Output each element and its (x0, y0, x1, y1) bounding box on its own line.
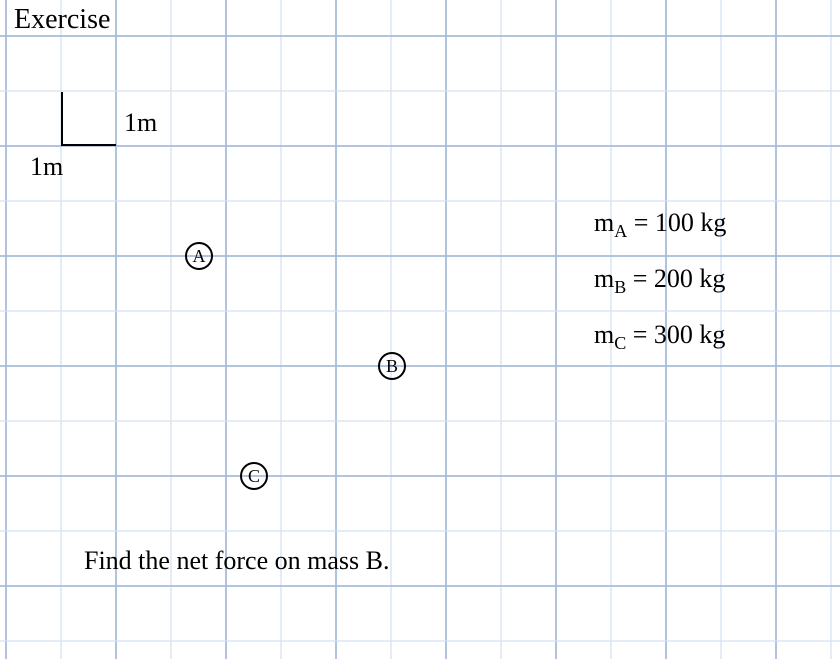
mass-point-c: C (240, 462, 268, 490)
mass-value-b: mB = 200 kg (594, 264, 725, 298)
instruction-text: Find the net force on mass B. (84, 546, 389, 576)
mass-subscript: B (614, 277, 626, 297)
mass-equals-value: = 200 kg (626, 264, 725, 293)
mass-point-label-c: C (248, 466, 260, 487)
mass-subscript: A (614, 221, 627, 241)
scale-label-horizontal: 1m (124, 108, 157, 138)
mass-point-b: B (378, 352, 406, 380)
mass-symbol: m (594, 264, 614, 293)
mass-point-label-a: A (193, 246, 206, 267)
mass-subscript: C (614, 333, 626, 353)
scale-bracket (61, 92, 116, 146)
exercise-title: Exercise (14, 4, 110, 36)
mass-value-c: mC = 300 kg (594, 320, 725, 354)
exercise-title-text: Exercise (14, 4, 110, 35)
mass-point-label-b: B (386, 356, 398, 377)
instruction-text-content: Find the net force on mass B. (84, 546, 389, 575)
mass-point-a: A (185, 242, 213, 270)
scale-label-vertical: 1m (30, 152, 63, 182)
mass-symbol: m (594, 320, 614, 349)
mass-equals-value: = 100 kg (627, 208, 726, 237)
mass-value-a: mA = 100 kg (594, 208, 726, 242)
mass-symbol: m (594, 208, 614, 237)
mass-equals-value: = 300 kg (626, 320, 725, 349)
